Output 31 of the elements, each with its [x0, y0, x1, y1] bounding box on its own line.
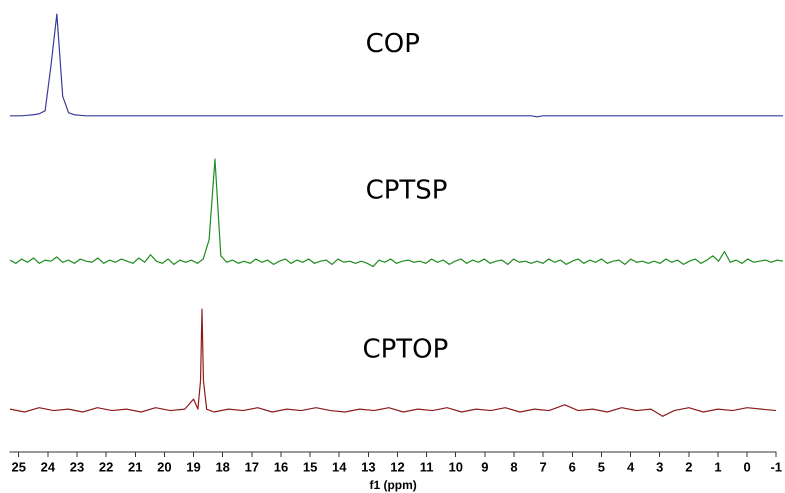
- x-tick-label: 15: [302, 459, 318, 474]
- x-tick-label: 10: [448, 459, 463, 474]
- x-tick-label: 8: [510, 459, 518, 474]
- series-label: CPTOP: [362, 334, 448, 364]
- x-tick-label: 17: [244, 459, 260, 474]
- x-tick-label: 19: [186, 459, 201, 474]
- x-tick-label: 11: [420, 459, 434, 474]
- x-tick-label: 14: [332, 459, 348, 474]
- x-tick-label: 16: [274, 459, 288, 474]
- x-tick-label: 7: [540, 459, 547, 474]
- x-tick-label: 4: [626, 459, 635, 474]
- x-tick-label: 18: [215, 459, 230, 474]
- x-tick-label: 2: [685, 459, 692, 474]
- x-tick-label: -1: [770, 459, 782, 474]
- text: CPTSP: [366, 176, 448, 206]
- text: COP: [366, 29, 420, 60]
- x-tick-label: 25: [12, 459, 26, 474]
- x-tick-label: 22: [98, 459, 114, 474]
- x-tick-label: 24: [40, 459, 56, 474]
- x-tick-label: 21: [128, 459, 143, 474]
- x-tick-label: 6: [568, 459, 576, 474]
- x-tick-label: 23: [70, 459, 84, 474]
- x-axis-title: f1 (ppm): [369, 478, 417, 492]
- x-tick-label: 5: [598, 459, 606, 474]
- x-tick-label: 3: [656, 459, 664, 474]
- x-tick-label: 9: [481, 459, 488, 474]
- x-tick-label: 1: [714, 459, 722, 474]
- x-tick-label: 12: [390, 459, 405, 474]
- x-tick-label: 20: [157, 459, 172, 474]
- x-tick-label: 13: [361, 459, 376, 474]
- x-tick-label: 0: [743, 459, 751, 474]
